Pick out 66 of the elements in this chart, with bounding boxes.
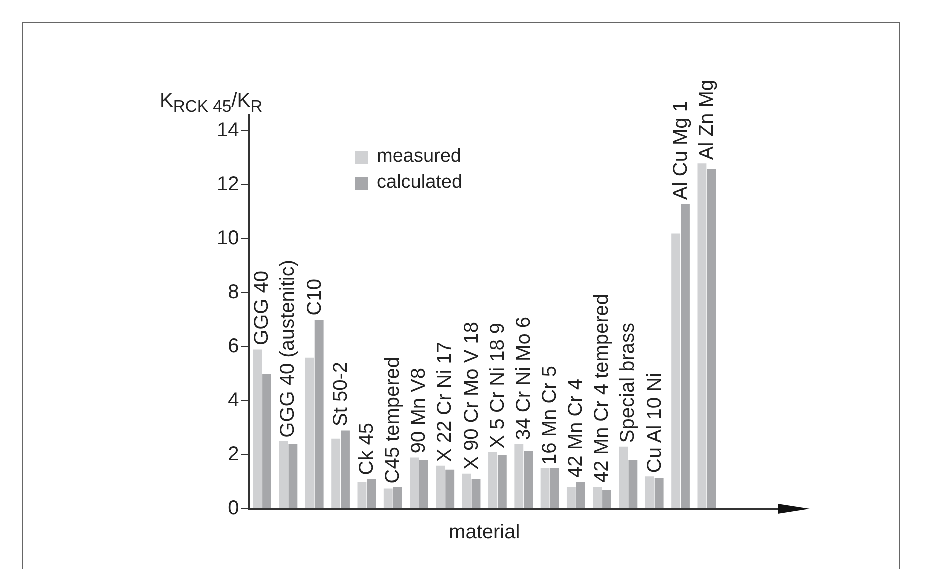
bar xyxy=(472,479,481,508)
bar xyxy=(367,479,376,508)
x-tick-label: 42 Mn Cr 4 tempered xyxy=(591,294,614,484)
legend-label: measured xyxy=(377,146,462,168)
bar xyxy=(332,438,341,508)
x-tick-label: C45 tempered xyxy=(382,356,404,484)
bar xyxy=(593,487,602,508)
y-tick-label: 4 xyxy=(228,390,240,412)
bar xyxy=(279,442,288,508)
bar xyxy=(524,450,534,508)
bar xyxy=(619,446,628,508)
x-tick-label: C10 xyxy=(304,279,326,316)
x-tick-label: Ck 45 xyxy=(356,423,378,476)
bar xyxy=(253,350,262,508)
bar xyxy=(566,487,576,508)
legend-label: calculated xyxy=(377,172,463,194)
bar xyxy=(419,460,428,508)
bar xyxy=(681,204,690,508)
bar xyxy=(462,474,472,508)
y-tick-label: 6 xyxy=(228,336,240,358)
y-tick-label: 12 xyxy=(216,174,240,196)
y-tick-label: 2 xyxy=(228,444,240,466)
x-tick-label: 42 Mn Cr 4 xyxy=(565,379,588,478)
y-tick-label: 14 xyxy=(216,120,240,142)
x-tick-label: St 50-2 xyxy=(330,362,352,427)
bar xyxy=(707,168,716,508)
bar xyxy=(576,482,586,508)
bar xyxy=(358,482,367,508)
bar xyxy=(514,444,524,508)
bar xyxy=(488,452,498,508)
x-tick-label: X 22 Cr Ni 17 xyxy=(434,342,456,462)
x-tick-label: X 5 Cr Ni 18 9 xyxy=(486,322,509,448)
bar xyxy=(305,358,314,508)
x-tick-label: GGG 40 xyxy=(251,271,274,346)
bar xyxy=(672,234,681,508)
bar xyxy=(341,430,350,508)
x-tick-label: GGG 40 (austenitic) xyxy=(277,260,300,438)
y-tick-label: 0 xyxy=(228,498,240,520)
bar xyxy=(498,455,507,508)
bar xyxy=(446,470,455,508)
bar xyxy=(262,374,272,508)
bar xyxy=(436,466,446,508)
bar xyxy=(550,468,560,508)
y-tick-label: 10 xyxy=(216,228,240,250)
bar xyxy=(393,487,402,508)
bar xyxy=(602,490,612,508)
x-tick-label: Cu Al 10 Ni xyxy=(644,372,666,473)
x-tick-label: Special brass xyxy=(617,322,640,443)
bar xyxy=(384,488,393,508)
x-tick-label: 90 Mn V8 xyxy=(408,368,430,454)
bar xyxy=(288,444,298,508)
bar xyxy=(540,468,550,508)
x-axis-title: material xyxy=(449,522,520,544)
x-tick-label: Al Cu Mg 1 xyxy=(670,101,692,200)
x-tick-label: Al Zn Mg xyxy=(696,80,718,160)
bar xyxy=(410,458,420,508)
x-tick-label: X 90 Cr Mo V 18 xyxy=(460,322,483,470)
bar xyxy=(654,478,664,508)
x-tick-label: 34 Cr Ni Mo 6 xyxy=(512,316,535,440)
bar xyxy=(645,476,654,508)
y-axis-title: K$_{RCK 45}$/K$_{R}$ xyxy=(160,90,263,117)
bar xyxy=(628,460,638,508)
x-tick-label: 16 Mn Cr 5 xyxy=(539,366,561,465)
bar xyxy=(314,320,324,508)
bar xyxy=(698,164,707,508)
y-tick-label: 8 xyxy=(228,282,240,304)
